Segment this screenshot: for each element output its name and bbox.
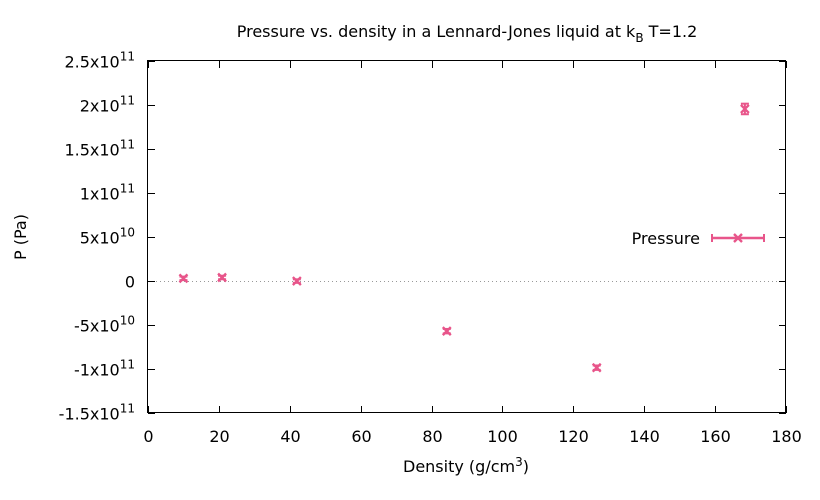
x-tick-label: 140 <box>629 427 660 446</box>
x-tick-label: 100 <box>487 427 518 446</box>
x-tick-label: 160 <box>700 427 731 446</box>
x-axis-label: Density (g/cm3) <box>403 455 529 476</box>
chart-title: Pressure vs. density in a Lennard-Jones … <box>237 22 698 45</box>
x-tick-label: 20 <box>209 427 229 446</box>
data-point <box>441 326 452 337</box>
y-tick-label: 1x1011 <box>80 182 135 204</box>
legend-marker <box>733 233 743 243</box>
x-tick-label: 40 <box>280 427 300 446</box>
data-point <box>740 102 750 116</box>
y-tick-label: -5x1010 <box>74 314 135 336</box>
y-tick-label: 1.5x1011 <box>64 138 135 160</box>
legend-label: Pressure <box>632 229 700 248</box>
data-point <box>292 276 302 286</box>
y-tick-label: 0 <box>125 273 135 292</box>
y-tick-label: -1x1011 <box>74 358 135 380</box>
legend: Pressure <box>632 229 765 248</box>
y-tick-label: 2x1011 <box>80 94 135 116</box>
point-marker <box>217 272 227 283</box>
data-point <box>591 362 602 373</box>
y-tick-label: 2.5x1011 <box>64 50 135 72</box>
point-marker <box>292 276 302 286</box>
point-marker <box>740 104 750 114</box>
plot-frame <box>147 60 786 413</box>
point-marker <box>591 362 602 373</box>
x-tick-label: 60 <box>351 427 371 446</box>
data-point <box>217 272 227 283</box>
x-tick-label: 180 <box>771 427 802 446</box>
data-point <box>178 273 189 284</box>
x-tick-label: 80 <box>422 427 442 446</box>
x-tick-label: 0 <box>143 427 153 446</box>
data-series <box>178 102 750 373</box>
x-tick-label: 120 <box>558 427 589 446</box>
y-tick-label: 5x1010 <box>80 226 135 248</box>
point-marker <box>441 326 452 337</box>
y-tick-label: -1.5x1011 <box>59 402 135 424</box>
x-axis: 0 20 40 60 80 100 120 140 160 180 <box>143 61 802 446</box>
y-axis-label: P (Pa) <box>11 214 30 260</box>
y-axis: 2.5x1011 2x1011 1.5x1011 1x1011 5x1010 0 -5x10… <box>59 50 786 424</box>
point-marker <box>178 273 189 284</box>
